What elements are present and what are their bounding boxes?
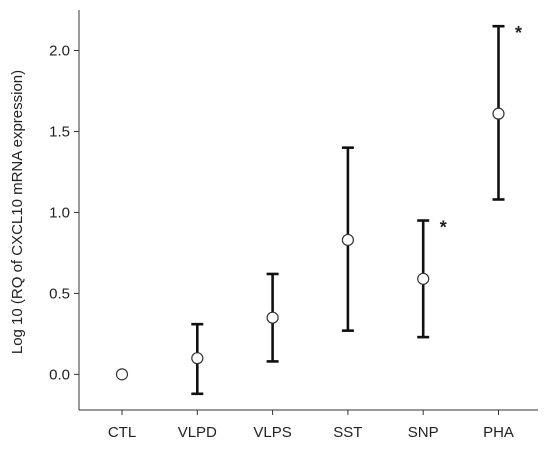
y-tick-label: 1.5 (49, 123, 70, 140)
data-point (417, 272, 430, 285)
y-tick-label: 1.0 (49, 204, 70, 221)
x-tick-label: VLPS (253, 424, 291, 441)
axes-layer (78, 10, 538, 411)
data-point (266, 311, 279, 324)
annotations-layer: ** (440, 23, 522, 237)
points-layer (115, 107, 505, 381)
significance-marker: * (515, 23, 522, 43)
data-point (492, 107, 505, 120)
y-axis-title: Log 10 (RQ of CXCL10 mRNA expression) (9, 70, 26, 354)
x-tick-label: VLPD (178, 424, 217, 441)
x-tick-label: SST (333, 424, 362, 441)
x-tick-label: SNP (408, 424, 439, 441)
ticks-layer: 0.0 0.5 1.0 1.5 2.0 CTL VLPD VLPS SST SNP PHA (49, 42, 514, 441)
y-tick-label: 0.5 (49, 285, 70, 302)
data-point (191, 352, 204, 365)
y-tick-label: 2.0 (49, 42, 70, 59)
errorbars-layer (191, 24, 505, 396)
y-tick-label: 0.0 (49, 366, 70, 383)
data-point (115, 368, 129, 381)
data-point (341, 233, 354, 247)
significance-marker: * (440, 218, 447, 238)
x-tick-label: PHA (483, 424, 514, 441)
x-tick-label: CTL (108, 424, 136, 441)
